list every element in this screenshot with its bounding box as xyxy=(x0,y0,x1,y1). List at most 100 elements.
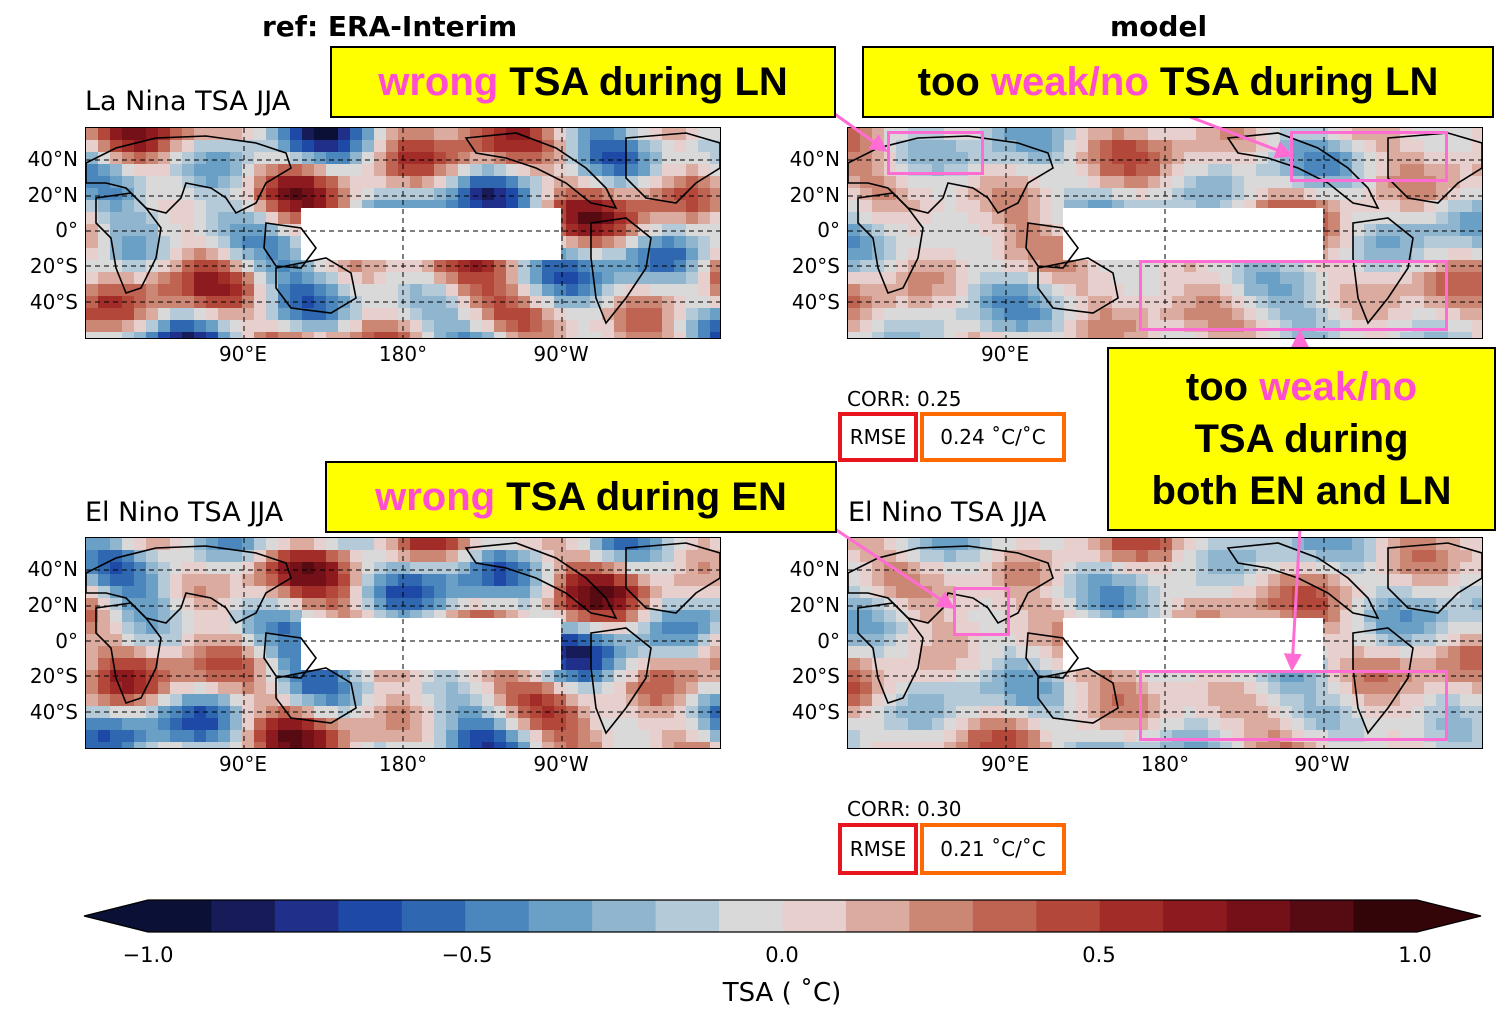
field-cell xyxy=(1388,742,1401,748)
field-cell xyxy=(206,152,219,165)
field-cell xyxy=(1052,332,1065,338)
field-cell xyxy=(1448,200,1461,213)
field-cell xyxy=(602,164,615,177)
field-cell xyxy=(698,224,711,237)
field-cell xyxy=(674,212,687,225)
field-cell xyxy=(254,634,267,647)
field-cell xyxy=(980,730,993,743)
field-cell xyxy=(506,574,519,587)
field-cell xyxy=(1316,284,1329,297)
field-cell xyxy=(1376,682,1389,695)
field-cell xyxy=(1280,188,1293,201)
field-cell xyxy=(944,742,957,748)
field-cell xyxy=(230,140,243,153)
field-cell xyxy=(710,730,720,743)
field-cell xyxy=(374,682,387,695)
field-cell xyxy=(884,260,897,273)
field-cell xyxy=(494,598,507,611)
field-cell xyxy=(278,200,291,213)
masked-region xyxy=(301,208,561,260)
field-cell xyxy=(1100,670,1113,683)
field-cell xyxy=(374,574,387,587)
field-cell xyxy=(1472,320,1482,333)
field-cell xyxy=(1364,574,1377,587)
field-cell xyxy=(1220,682,1233,695)
field-cell xyxy=(494,574,507,587)
field-cell xyxy=(1328,658,1341,671)
field-cell xyxy=(1280,574,1293,587)
field-cell xyxy=(230,730,243,743)
field-cell xyxy=(86,634,99,647)
field-cell xyxy=(944,200,957,213)
field-cell xyxy=(992,308,1005,321)
field-cell xyxy=(1184,742,1197,748)
field-cell xyxy=(1352,188,1365,201)
field-cell xyxy=(386,188,399,201)
field-cell xyxy=(1040,236,1053,249)
field-cell xyxy=(1112,718,1125,731)
field-cell xyxy=(338,140,351,153)
field-cell xyxy=(506,140,519,153)
field-cell xyxy=(1004,284,1017,297)
field-cell xyxy=(542,598,555,611)
field-cell xyxy=(1436,622,1449,635)
field-cell xyxy=(218,694,231,707)
field-cell xyxy=(206,200,219,213)
field-cell xyxy=(848,248,861,261)
field-cell xyxy=(1196,586,1209,599)
field-cell xyxy=(1100,152,1113,165)
field-cell xyxy=(602,248,615,261)
field-cell xyxy=(302,332,315,338)
field-cell xyxy=(1376,646,1389,659)
field-cell xyxy=(242,128,255,141)
field-cell xyxy=(590,718,603,731)
field-cell xyxy=(1376,634,1389,647)
field-cell xyxy=(920,694,933,707)
field-cell xyxy=(410,176,423,189)
field-cell xyxy=(1472,658,1482,671)
field-cell xyxy=(626,706,639,719)
field-cell xyxy=(1208,128,1221,141)
field-cell xyxy=(1388,140,1401,153)
callout-emphasis: wrong xyxy=(375,475,496,519)
field-cell xyxy=(446,694,459,707)
lat-label: 40°N xyxy=(789,557,840,581)
field-cell xyxy=(1304,598,1317,611)
field-cell xyxy=(1196,742,1209,748)
field-cell xyxy=(1052,658,1065,671)
field-cell xyxy=(1304,188,1317,201)
field-cell xyxy=(1376,284,1389,297)
field-cell xyxy=(1088,332,1101,338)
field-cell xyxy=(230,248,243,261)
field-cell xyxy=(158,658,171,671)
field-cell xyxy=(206,320,219,333)
field-cell xyxy=(1184,586,1197,599)
field-cell xyxy=(1208,308,1221,321)
field-cell xyxy=(206,610,219,623)
field-cell xyxy=(398,176,411,189)
field-cell xyxy=(446,562,459,575)
field-cell xyxy=(848,272,861,285)
field-cell xyxy=(410,308,423,321)
coastline xyxy=(86,545,292,625)
field-cell xyxy=(1028,212,1041,225)
coastline xyxy=(1037,257,1119,314)
lat-label: 20°N xyxy=(27,593,78,617)
field-cell xyxy=(1172,586,1185,599)
field-cell xyxy=(1268,682,1281,695)
field-cell xyxy=(1244,706,1257,719)
field-cell xyxy=(662,598,675,611)
field-cell xyxy=(266,200,279,213)
field-cell xyxy=(566,128,579,141)
field-cell xyxy=(884,332,897,338)
field-cell xyxy=(134,586,147,599)
field-cell xyxy=(398,562,411,575)
field-cell xyxy=(1148,272,1161,285)
field-cell xyxy=(1316,670,1329,683)
field-cell xyxy=(614,332,627,338)
field-cell xyxy=(86,248,99,261)
field-cell xyxy=(1184,598,1197,611)
field-cell xyxy=(992,682,1005,695)
field-cell xyxy=(1472,260,1482,273)
field-cell xyxy=(638,742,651,748)
